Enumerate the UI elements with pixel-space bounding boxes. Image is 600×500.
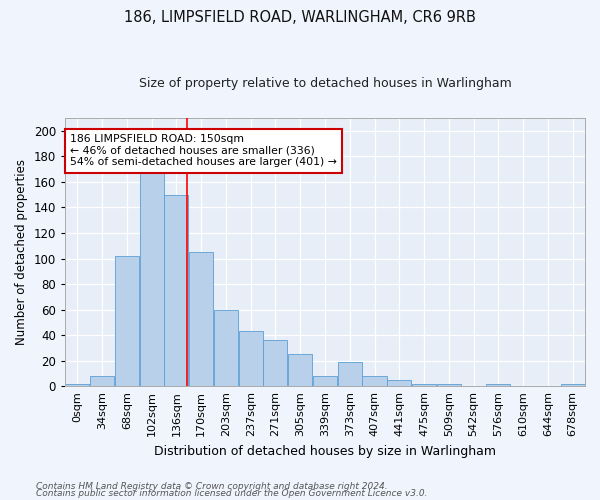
Bar (115, 256, 139, 386)
Text: 186, LIMPSFIELD ROAD, WARLINGHAM, CR6 9RB: 186, LIMPSFIELD ROAD, WARLINGHAM, CR6 9R… (124, 10, 476, 25)
X-axis label: Distribution of detached houses by size in Warlingham: Distribution of detached houses by size … (154, 444, 496, 458)
Y-axis label: Number of detached properties: Number of detached properties (15, 159, 28, 345)
Text: Contains HM Land Registry data © Crown copyright and database right 2024.: Contains HM Land Registry data © Crown c… (36, 482, 388, 491)
Bar (239, 332, 263, 386)
Bar (65, 384, 89, 386)
Title: Size of property relative to detached houses in Warlingham: Size of property relative to detached ho… (139, 78, 511, 90)
Bar (288, 354, 312, 386)
Bar (189, 252, 213, 386)
Bar (437, 384, 461, 386)
Bar (362, 376, 386, 386)
Bar (164, 194, 188, 386)
Bar (560, 384, 584, 386)
Bar (313, 376, 337, 386)
Text: Contains public sector information licensed under the Open Government Licence v3: Contains public sector information licen… (36, 489, 427, 498)
Bar (90, 376, 114, 386)
Bar (387, 380, 411, 386)
Bar (214, 310, 238, 386)
Bar (263, 340, 287, 386)
Text: 186 LIMPSFIELD ROAD: 150sqm
← 46% of detached houses are smaller (336)
54% of se: 186 LIMPSFIELD ROAD: 150sqm ← 46% of det… (70, 134, 337, 168)
Bar (140, 173, 164, 386)
Bar (487, 384, 511, 386)
Bar (412, 384, 436, 386)
Bar (338, 362, 362, 386)
